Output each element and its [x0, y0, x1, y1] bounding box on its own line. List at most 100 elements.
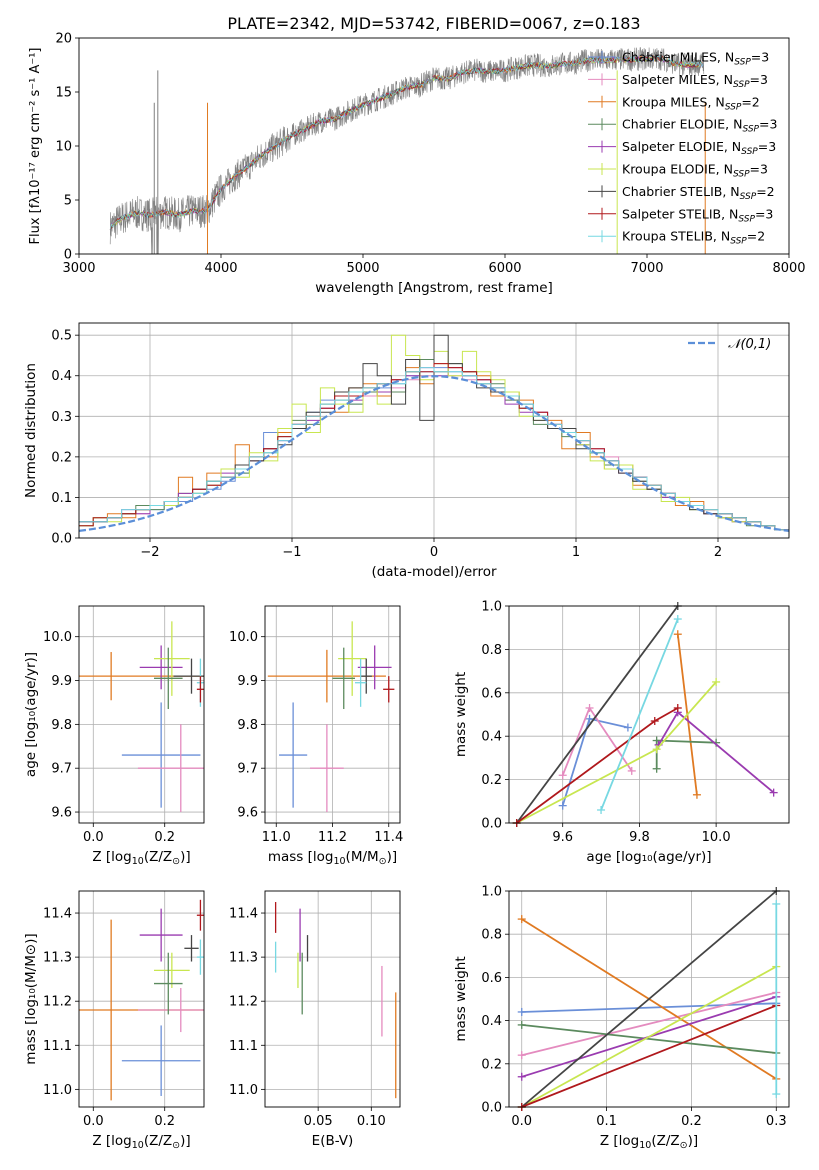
- y-tick-label: 15: [55, 86, 72, 101]
- y-tick-label: 10: [55, 140, 72, 155]
- legend-label-part: Salpeter STELIB, N: [622, 206, 738, 221]
- legend-label: Salpeter ELODIE, NSSP=3: [622, 139, 776, 157]
- x-axis-label: (data-model)/error: [371, 564, 497, 580]
- legend-label-part: Kroupa MILES, N: [622, 94, 725, 109]
- age_vs_mass-points: [267, 621, 395, 813]
- x-axis-label-sub: 10: [132, 1140, 144, 1151]
- x-tick-label: 1: [572, 545, 580, 560]
- y-axis-label: Flux [fλ10⁻¹⁷ erg cm⁻² s⁻¹ A⁻¹]: [28, 48, 43, 245]
- y-axis-label: Normed distribution: [23, 363, 39, 498]
- x-axis-label: Z [log10(Z/Z⊙)]: [600, 1133, 698, 1151]
- y-tick-label: 10.0: [229, 630, 258, 645]
- legend-label-part: Kroupa ELODIE, N: [622, 162, 733, 177]
- y-tick-label: 0.5: [51, 329, 72, 344]
- y-tick-label: 1.0: [481, 885, 502, 900]
- y-tick-label: 0.8: [481, 928, 502, 943]
- age_vs_mass-frame: [264, 605, 401, 824]
- weight_vs_z-axes: 0.0 0.1 0.2 0.3 0.0 0.2 0.4 0.6 0.8 1.0 Z [log10(Z…: [453, 885, 789, 1151]
- weight_vs_age-axes: 9.6 9.8 10.0 0.0 0.2 0.4 0.6 0.8 1.0 age [log₁₀(a…: [453, 600, 789, 865]
- legend-label: Chabrier MILES, NSSP=3: [622, 50, 769, 68]
- legend-label-part: =3: [750, 72, 768, 87]
- mass_vs_ebv-points: [274, 902, 397, 1099]
- weight_vs_z-lines: [517, 887, 781, 1111]
- y-tick-label: 9.6: [237, 806, 258, 821]
- weight-line-kroupa_elodie: [521, 965, 777, 1108]
- x-tick-label: −1: [282, 545, 301, 560]
- x-axis-label-part: Z [log: [92, 849, 131, 865]
- x-tick-label: 4000: [204, 261, 237, 276]
- x-tick-label: 5000: [346, 261, 379, 276]
- y-axis-label: age [log₁₀(age/yr)]: [23, 652, 39, 777]
- x-tick-label: 10.0: [702, 830, 731, 845]
- y-tick-label: 11.1: [229, 1039, 258, 1054]
- legend-label-part: =3: [755, 206, 773, 221]
- age_vs_mass-axes: 11.0 11.2 11.4 9.6 9.7 9.8 9.9 10.0 mass [log10(…: [229, 606, 403, 867]
- y-tick-label: 11.0: [229, 1083, 258, 1098]
- legend-label: Salpeter STELIB, NSSP=3: [622, 206, 773, 224]
- x-tick-label: 11.2: [318, 830, 347, 845]
- legend-label: Kroupa MILES, NSSP=2: [622, 94, 760, 112]
- x-axis-label-sub: 10: [132, 856, 144, 867]
- y-tick-label: 10.0: [43, 630, 72, 645]
- x-axis-label-part: Z [log: [600, 1133, 639, 1149]
- legend-label-normal: 𝒩(0,1): [728, 337, 771, 352]
- x-axis-label-sub: ⊙: [172, 856, 180, 867]
- x-axis-label-part: (Z/Z: [651, 1133, 679, 1149]
- y-tick-label: 0.0: [51, 532, 72, 547]
- legend-label: Kroupa STELIB, NSSP=2: [622, 229, 765, 247]
- y-tick-label: 11.0: [43, 1083, 72, 1098]
- x-tick-label: −2: [140, 545, 159, 560]
- y-tick-label: 9.6: [51, 806, 72, 821]
- legend-label-sub: SSP: [733, 170, 750, 180]
- weight-line-chabrier_elodie: [655, 739, 717, 769]
- y-tick-label: 1.0: [481, 600, 502, 615]
- legend-label-part: Chabrier STELIB, N: [622, 184, 740, 199]
- y-tick-label: 11.2: [43, 995, 72, 1010]
- mass_vs_z-axes: 0.0 0.2 11.0 11.1 11.2 11.3 11.4 Z [log10(Z/Z⊙)…: [23, 891, 204, 1151]
- x-tick-label: 11.0: [262, 830, 291, 845]
- x-axis-label-part: (M/M: [346, 849, 379, 865]
- y-tick-label: 0.0: [481, 817, 502, 832]
- legend-label-sub: SSP: [730, 237, 747, 247]
- spectrum-data-line: [109, 47, 705, 254]
- y-tick-label: 0.4: [481, 730, 502, 745]
- x-axis-label-part: mass [log: [268, 849, 334, 865]
- legend-label-part: =3: [751, 50, 769, 65]
- legend-label-sub: SSP: [734, 58, 751, 68]
- y-axis-label: mass weight: [453, 956, 469, 1041]
- legend-label-part: Salpeter ELODIE, N: [622, 139, 741, 154]
- y-tick-label: 9.8: [237, 718, 258, 733]
- y-tick-label: 0.2: [481, 1057, 502, 1072]
- x-tick-label: 0.2: [681, 1114, 702, 1129]
- figure-title: PLATE=2342, MJD=53742, FIBERID=0067, z=0…: [227, 14, 640, 33]
- x-axis-label-part: (Z/Z: [144, 1133, 172, 1149]
- spectrum-frame: [78, 37, 790, 255]
- y-tick-label: 0: [64, 248, 72, 263]
- x-tick-label: 0.2: [154, 1114, 175, 1129]
- mass_vs_z-points: [79, 899, 204, 1101]
- x-axis-label-part: Z [log: [92, 1133, 131, 1149]
- legend-label-sub: SSP: [741, 147, 758, 157]
- x-tick-label: 0.10: [357, 1114, 386, 1129]
- y-tick-label: 9.7: [237, 762, 258, 777]
- legend-label: Kroupa ELODIE, NSSP=3: [622, 162, 768, 180]
- legend-label-part: =2: [756, 184, 774, 199]
- mass_vs_z-frame: [78, 890, 205, 1108]
- histogram-kroupa_stelib: [79, 367, 789, 538]
- y-tick-label: 0.8: [481, 643, 502, 658]
- weight-line-chabrier_miles: [521, 1002, 777, 1013]
- x-tick-label: 0.05: [304, 1114, 333, 1129]
- legend-label-sub: SSP: [725, 102, 742, 112]
- x-axis-label-sub: ⊙: [172, 1140, 180, 1151]
- x-tick-label: 7000: [630, 261, 663, 276]
- y-tick-label: 11.2: [229, 995, 258, 1010]
- spectrum-model-line-kroupa_stelib: [109, 55, 704, 230]
- x-tick-label: 0.0: [83, 1114, 104, 1129]
- spectrum-lines: [109, 47, 706, 254]
- y-tick-label: 9.9: [237, 674, 258, 689]
- x-tick-label: 2: [714, 545, 722, 560]
- x-axis-label-part: (Z/Z: [144, 849, 172, 865]
- spectrum-axes: 3000 4000 5000 6000 7000 8000 0 5 10 15 20 waveleng…: [28, 32, 806, 297]
- x-tick-label: 0.0: [511, 1114, 532, 1129]
- x-axis-label-part: )]: [180, 849, 191, 865]
